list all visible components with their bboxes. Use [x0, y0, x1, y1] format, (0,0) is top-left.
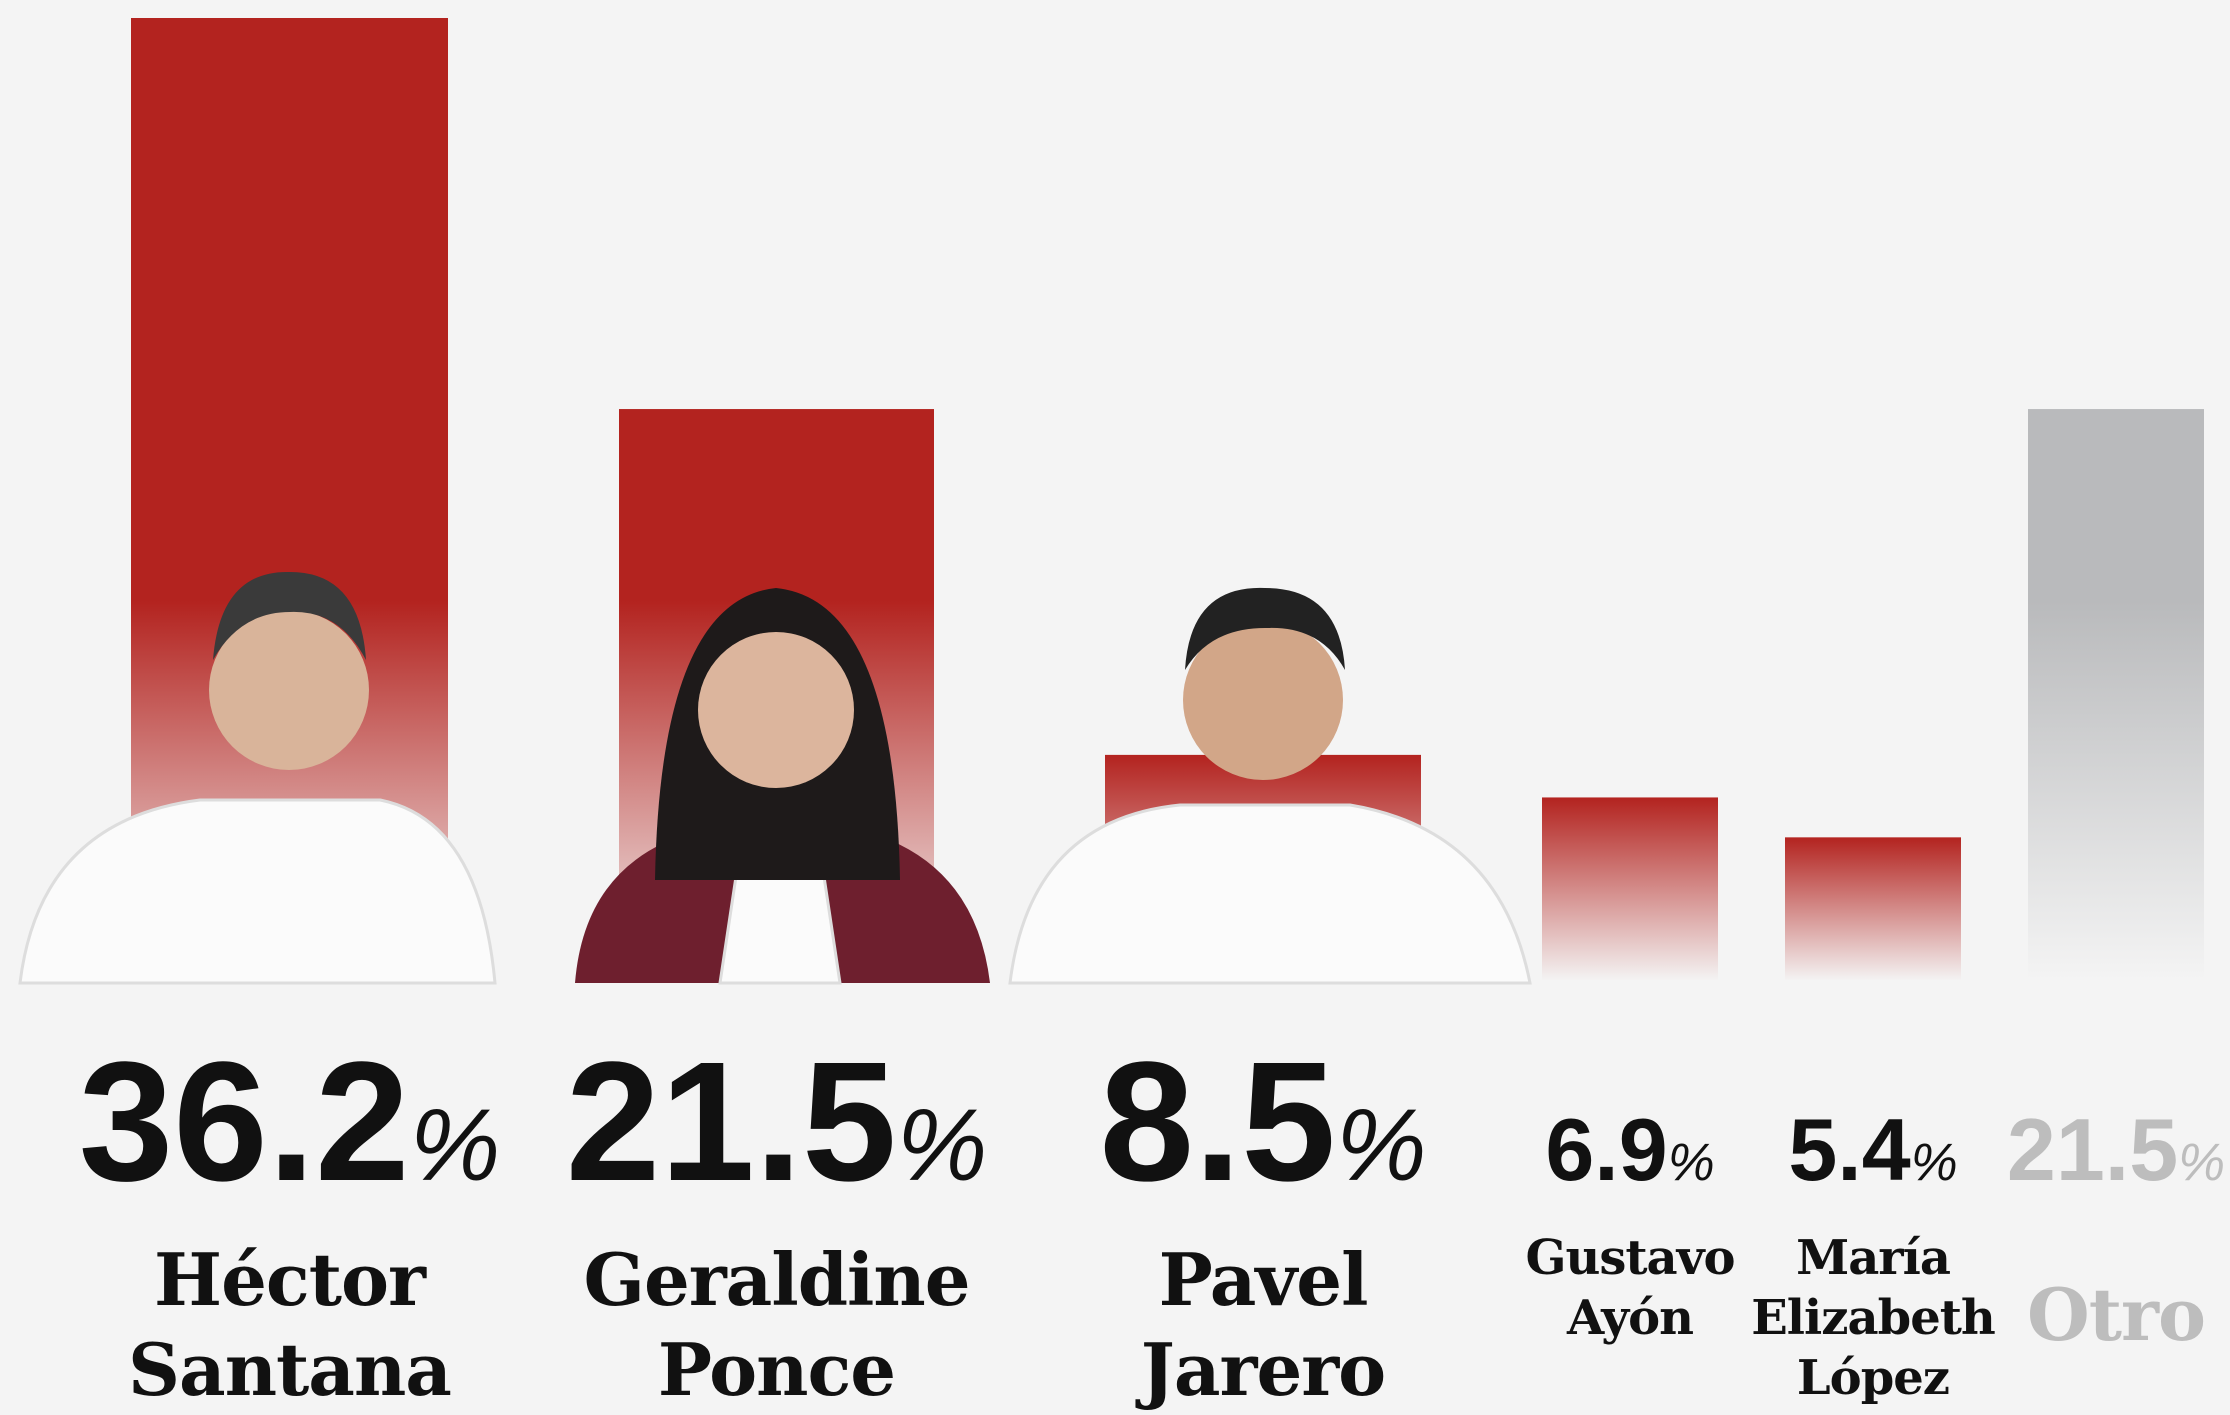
bar — [2028, 409, 2204, 981]
photo-placeholder — [18, 798, 497, 985]
value-label: 5.4% — [1788, 1100, 1957, 1199]
candidate-name: Gustavo Ayón — [1525, 1230, 1735, 1346]
candidate-photos — [18, 571, 1532, 985]
value-label: 8.5% — [1099, 1027, 1426, 1217]
photo-placeholder — [1183, 620, 1343, 780]
photo-placeholder — [698, 632, 854, 788]
value-label: 21.5% — [2007, 1100, 2225, 1199]
value-label: 36.2% — [79, 1027, 501, 1217]
candidate-name: Otro — [2027, 1272, 2206, 1357]
bar — [1542, 797, 1718, 981]
candidate-name: Pavel Jarero — [1140, 1237, 1386, 1412]
bar — [1785, 837, 1961, 981]
candidate-name: Geraldine Ponce — [583, 1237, 970, 1412]
value-label: 21.5% — [566, 1027, 988, 1217]
value-labels: 36.2% 21.5% 8.5% 6.9% 5.4% 21.5% — [79, 1027, 2225, 1217]
candidate-name: María Elizabeth López — [1751, 1230, 1996, 1406]
photo-placeholder — [1185, 587, 1345, 670]
candidate-name: Héctor Santana — [128, 1237, 452, 1412]
photo-placeholder — [1008, 803, 1532, 985]
photo-placeholder — [213, 571, 366, 660]
value-label: 6.9% — [1545, 1100, 1714, 1199]
photo-placeholder — [209, 610, 369, 770]
